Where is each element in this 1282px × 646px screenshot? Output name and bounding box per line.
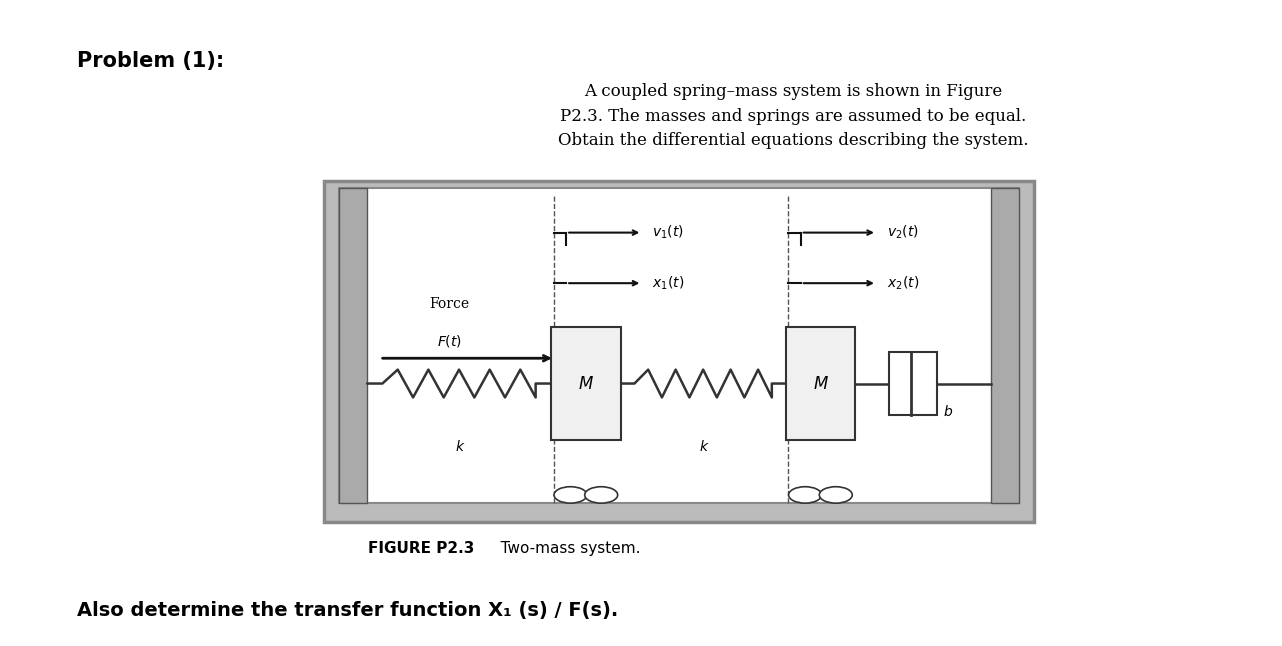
Text: k: k — [699, 441, 708, 454]
Circle shape — [585, 486, 618, 503]
Bar — [890, 352, 937, 415]
Text: Also determine the transfer function X₁ (s) / F(s).: Also determine the transfer function X₁ … — [77, 601, 618, 620]
Circle shape — [819, 486, 853, 503]
Bar — [340, 189, 367, 503]
Text: M: M — [813, 375, 828, 393]
Bar — [991, 189, 1019, 503]
Text: A coupled spring–mass system is shown in Figure
P2.3. The masses and springs are: A coupled spring–mass system is shown in… — [558, 83, 1028, 149]
Text: Force: Force — [429, 297, 469, 311]
Text: k: k — [455, 441, 463, 454]
Bar — [340, 189, 1019, 503]
Bar — [786, 327, 855, 441]
Text: $x_2(t)$: $x_2(t)$ — [887, 275, 919, 292]
Text: $F(t)$: $F(t)$ — [437, 333, 462, 349]
Circle shape — [554, 486, 587, 503]
Text: $x_1(t)$: $x_1(t)$ — [653, 275, 685, 292]
Text: Problem (1):: Problem (1): — [77, 51, 224, 71]
Circle shape — [788, 486, 822, 503]
Text: b: b — [944, 405, 953, 419]
Bar — [551, 327, 620, 441]
Text: $v_1(t)$: $v_1(t)$ — [653, 224, 685, 242]
Text: FIGURE P2.3: FIGURE P2.3 — [368, 541, 474, 556]
Text: $v_2(t)$: $v_2(t)$ — [887, 224, 919, 242]
Text: Two-mass system.: Two-mass system. — [486, 541, 641, 556]
Bar — [324, 181, 1035, 522]
Text: M: M — [578, 375, 594, 393]
